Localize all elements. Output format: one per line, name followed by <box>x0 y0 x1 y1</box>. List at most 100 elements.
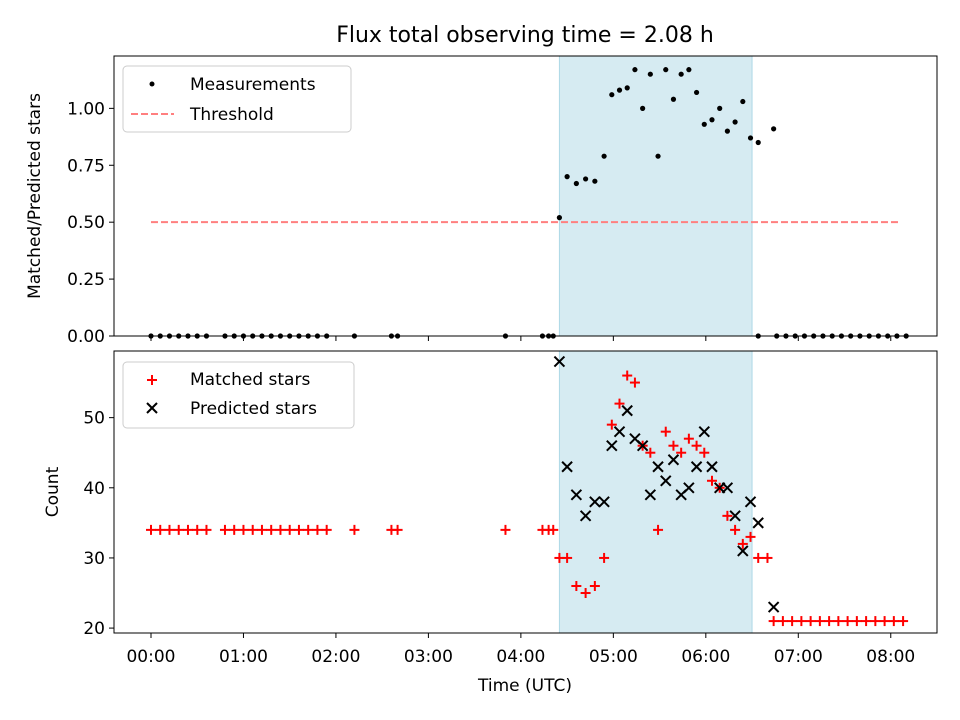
matched-stars-point <box>833 616 844 627</box>
bottom-panel-frame <box>113 350 938 634</box>
matched-stars-point <box>606 419 617 430</box>
observing-span-shade <box>558 55 753 337</box>
predicted-stars-point <box>690 461 703 473</box>
matched-stars-point <box>653 524 664 535</box>
matched-stars-point <box>730 524 741 535</box>
matched-stars-point <box>201 524 212 535</box>
measurements-point <box>724 128 730 134</box>
predicted-stars-point <box>752 517 764 529</box>
matched-stars-point <box>805 616 816 627</box>
predicted-stars-point <box>621 404 633 417</box>
predicted-stars-point <box>721 482 734 494</box>
matched-stars-point <box>614 398 625 409</box>
measurements-point <box>624 85 630 91</box>
predicted-stars-point <box>767 601 780 613</box>
y-tick-label: 0.00 <box>67 327 105 347</box>
measurements-point <box>592 178 598 184</box>
predicted-stars-point <box>644 489 657 501</box>
matched-stars-point <box>266 524 277 535</box>
y-tick-label: 0.50 <box>67 213 105 233</box>
measurements-point <box>678 71 684 77</box>
legend-measurements-marker <box>149 81 155 87</box>
top-panel: 0.00 0.25 0.50 0.75 1.00 Flux total observin… <box>25 23 938 347</box>
predicted-stars-point <box>667 454 680 466</box>
matched-stars-point <box>737 538 748 549</box>
matched-stars-point <box>173 524 184 535</box>
matched-stars-point <box>668 440 679 451</box>
matched-stars-point <box>699 447 710 458</box>
x-tick-label: 08:00 <box>866 647 915 667</box>
measurements-point <box>647 71 653 77</box>
matched-stars-point <box>548 524 559 535</box>
y-tick-label: 0.25 <box>67 270 105 290</box>
matched-stars-point <box>787 616 798 627</box>
measurements-point <box>663 67 669 73</box>
legend-matched-marker <box>147 375 157 385</box>
bottom-panel-y-axis-label: Count <box>43 466 63 517</box>
predicted-stars-point <box>553 355 566 368</box>
matched-stars-point <box>796 616 807 627</box>
predicted-stars-point <box>589 496 601 508</box>
matched-stars-point <box>898 616 909 627</box>
x-tick-label: 00:00 <box>126 647 175 667</box>
measurements-point <box>755 139 761 146</box>
x-tick-label: 07:00 <box>774 647 823 667</box>
x-tick-label: 01:00 <box>219 647 268 667</box>
measurements-point <box>601 153 607 159</box>
legend-measurements-label: Measurements <box>190 75 316 95</box>
bottom-panel-marks <box>145 355 909 627</box>
matched-stars-point <box>888 616 899 627</box>
y-tick-label: 30 <box>83 549 105 569</box>
measurements-point <box>609 92 615 98</box>
matched-stars-point <box>842 616 853 627</box>
predicted-stars-point <box>698 425 710 438</box>
legend-predicted-label: Predicted stars <box>190 399 317 419</box>
predicted-stars-point <box>561 461 573 473</box>
predicted-stars-point <box>729 510 741 522</box>
matched-stars-point <box>229 524 240 535</box>
matched-stars-point <box>768 616 779 627</box>
matched-stars-point <box>660 426 671 437</box>
matched-stars-point <box>589 581 600 591</box>
matched-stars-point <box>861 616 872 627</box>
predicted-stars-point <box>706 461 718 473</box>
matched-stars-point <box>762 552 773 563</box>
matched-stars-point <box>256 524 267 535</box>
legend-threshold-label: Threshold <box>189 105 274 125</box>
legend-predicted-marker <box>146 402 158 414</box>
matched-stars-point <box>870 616 881 627</box>
matched-stars-point <box>349 524 360 535</box>
top-panel-x-ticks <box>150 336 892 341</box>
y-tick-label: 1.00 <box>67 99 105 119</box>
bottom-panel-legend: Matched stars Predicted stars <box>122 361 355 429</box>
predicted-stars-point <box>613 425 626 438</box>
y-tick-label: 0.75 <box>67 156 105 176</box>
measurements-point <box>717 105 723 111</box>
measurements-point <box>564 174 570 180</box>
predicted-stars-point <box>606 439 618 452</box>
matched-stars-point <box>275 524 286 535</box>
x-tick-label: 04:00 <box>496 647 545 667</box>
predicted-stars-point <box>660 475 672 487</box>
top-panel-legend: Measurements Threshold <box>122 65 352 133</box>
predicted-stars-point <box>598 496 610 508</box>
x-tick-label: 05:00 <box>589 647 638 667</box>
matched-stars-point <box>182 524 193 535</box>
top-panel-marks <box>148 67 909 339</box>
matched-stars-point <box>851 616 862 627</box>
y-tick-label: 20 <box>83 619 105 639</box>
matched-stars-point <box>145 524 156 535</box>
matched-stars-point <box>676 447 687 458</box>
measurements-point <box>747 135 754 141</box>
matched-stars-point <box>562 552 573 563</box>
matched-stars-point <box>321 524 332 535</box>
measurements-point <box>693 89 700 96</box>
x-tick-label: 03:00 <box>404 647 453 667</box>
bottom-panel-x-ticks: 00:00 01:00 02:00 03:00 04:00 05:00 06:00 07:00… <box>126 633 915 667</box>
predicted-stars-point <box>683 482 695 494</box>
matched-stars-point <box>645 447 656 458</box>
predicted-stars-point <box>737 545 749 557</box>
measurements-point <box>640 105 646 111</box>
matched-stars-point <box>622 370 633 381</box>
